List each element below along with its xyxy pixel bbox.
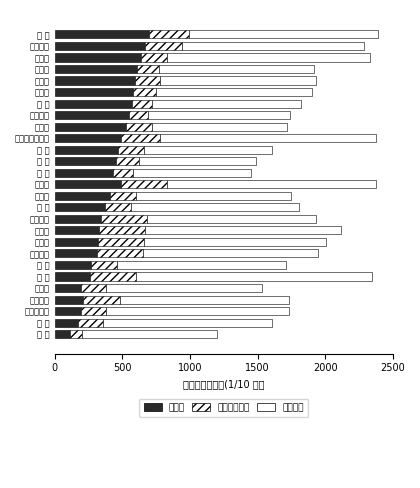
Bar [144,238,326,246]
Bar [113,169,133,177]
Bar [55,134,121,142]
Bar [121,180,167,188]
Bar [136,272,373,281]
Bar [90,272,136,281]
Bar [55,54,141,61]
Bar [55,249,97,258]
Bar [55,261,91,269]
Bar [139,157,256,165]
Bar [145,226,341,234]
Bar [55,203,105,211]
Bar [78,319,103,326]
Bar [55,319,78,326]
Bar [83,296,120,304]
Bar [55,145,118,154]
Bar [55,296,83,304]
Bar [116,157,139,165]
Bar [55,307,81,315]
Bar [136,192,291,200]
Bar [55,238,98,246]
Legend: 冠心病, 其他心血管病, 其他原因: 冠心病, 其他心血管病, 其他原因 [139,399,308,417]
Bar [55,169,113,177]
Bar [70,330,82,338]
Bar [156,88,312,96]
Bar [147,215,315,223]
Bar [189,30,378,39]
Bar [159,65,314,73]
Bar [150,30,189,39]
X-axis label: 年龄调整死亡率(1/10 万）: 年龄调整死亡率(1/10 万） [183,379,265,389]
Bar [98,238,144,246]
Bar [121,134,160,142]
Bar [117,261,286,269]
Bar [118,145,144,154]
Bar [55,157,116,165]
Bar [137,65,159,73]
Bar [182,42,364,50]
Bar [106,284,262,292]
Bar [55,215,101,223]
Bar [55,226,100,234]
Bar [55,65,137,73]
Bar [55,272,90,281]
Bar [55,111,129,119]
Bar [55,100,132,108]
Bar [129,111,148,119]
Bar [97,249,143,258]
Bar [131,203,299,211]
Bar [132,100,152,108]
Bar [133,88,156,96]
Bar [55,284,81,292]
Bar [81,307,106,315]
Bar [101,215,147,223]
Bar [143,249,318,258]
Bar [106,307,289,315]
Bar [55,122,126,131]
Bar [126,122,152,131]
Bar [105,203,131,211]
Bar [144,145,273,154]
Bar [160,134,376,142]
Bar [145,42,182,50]
Bar [141,54,167,61]
Bar [152,122,287,131]
Bar [82,330,217,338]
Bar [55,88,133,96]
Bar [160,77,315,84]
Bar [55,180,121,188]
Bar [55,77,134,84]
Bar [55,42,145,50]
Bar [120,296,289,304]
Bar [110,192,136,200]
Bar [134,77,160,84]
Bar [55,330,70,338]
Bar [167,54,370,61]
Bar [55,30,150,39]
Bar [103,319,273,326]
Bar [81,284,106,292]
Bar [152,100,301,108]
Bar [91,261,117,269]
Bar [55,192,110,200]
Bar [100,226,145,234]
Bar [167,180,376,188]
Bar [133,169,251,177]
Bar [148,111,290,119]
